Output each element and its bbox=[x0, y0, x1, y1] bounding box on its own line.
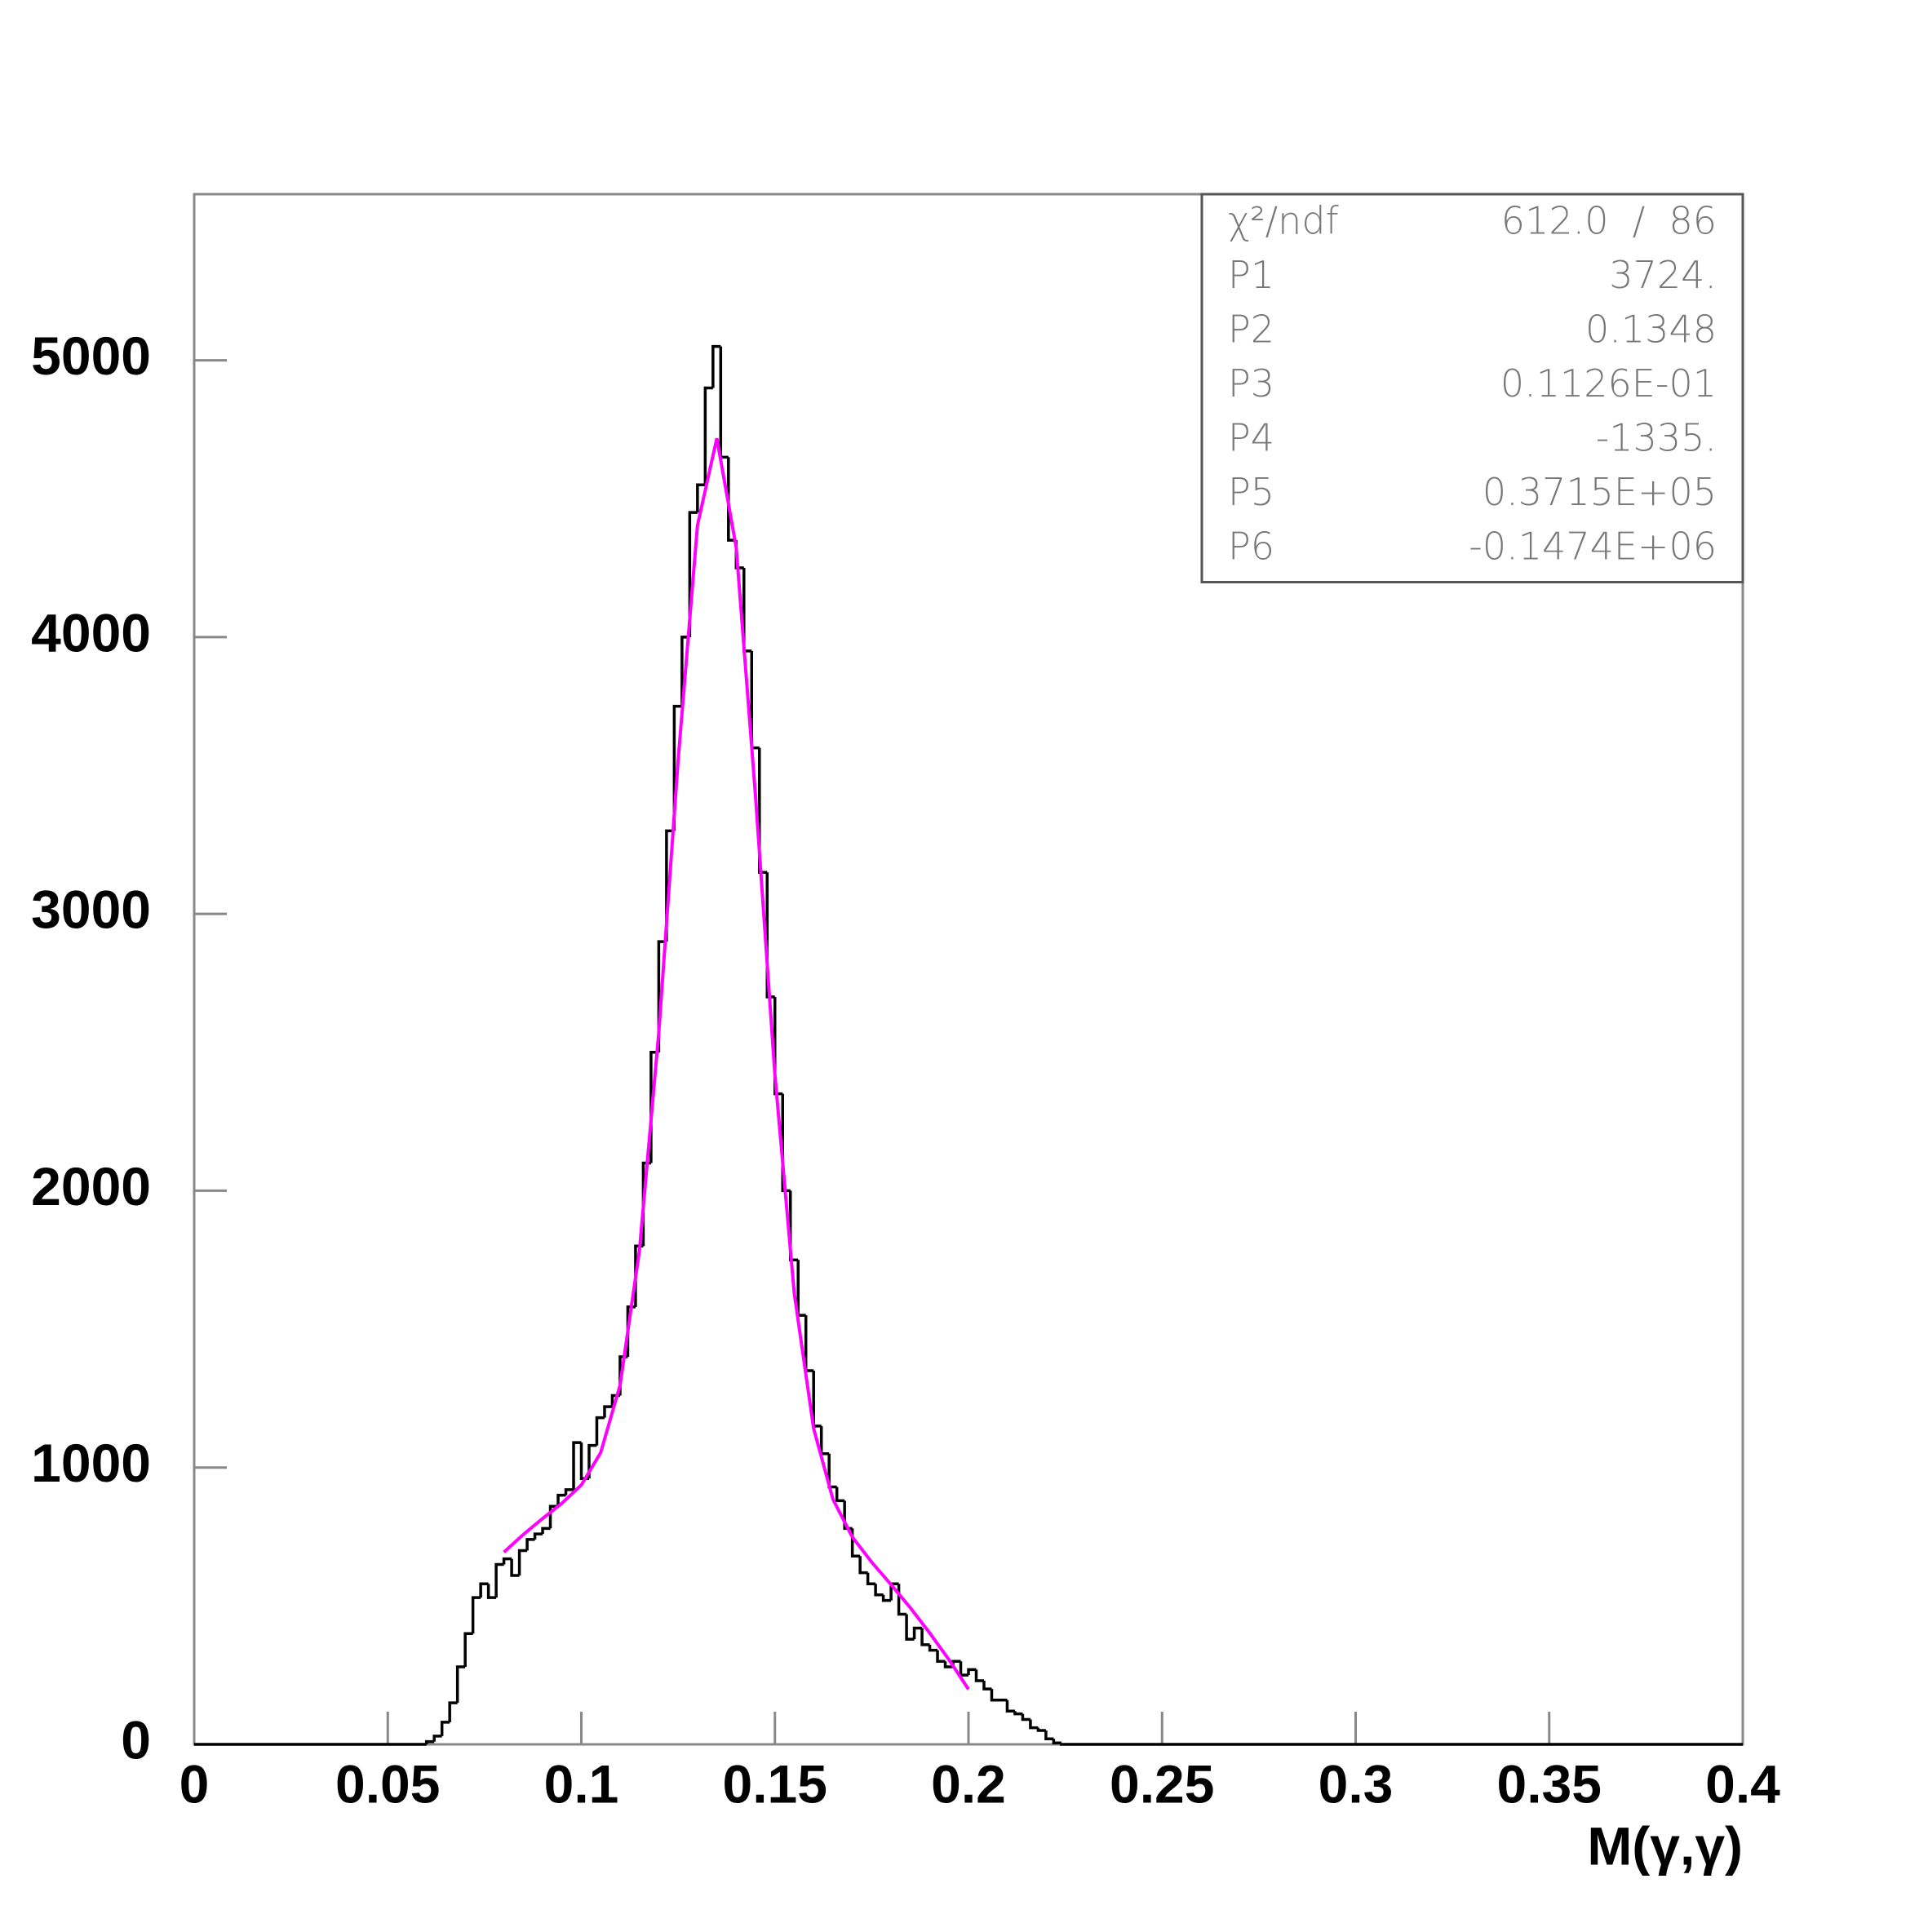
x-tick-label: 0.35 bbox=[1497, 1753, 1602, 1814]
histogram-bin bbox=[881, 1594, 892, 1602]
histogram-bin bbox=[796, 1260, 806, 1317]
histogram-bin bbox=[672, 704, 682, 831]
histogram-bin bbox=[982, 1680, 992, 1690]
stats-value: -1335. bbox=[1596, 416, 1717, 460]
histogram-bin bbox=[773, 996, 783, 1096]
stats-label: χ²/ndf bbox=[1228, 199, 1340, 243]
histogram-bin bbox=[1013, 1711, 1023, 1716]
stats-label: P4 bbox=[1228, 416, 1274, 460]
histogram-bin bbox=[928, 1644, 938, 1652]
x-tick-label: 0.05 bbox=[335, 1753, 440, 1814]
histogram-bin bbox=[533, 1532, 543, 1540]
histogram-bin bbox=[742, 568, 752, 653]
histogram-bin bbox=[835, 1487, 845, 1503]
x-tick-label: 0.2 bbox=[931, 1753, 1006, 1814]
x-tick-label: 0.3 bbox=[1319, 1753, 1394, 1814]
histogram-bin bbox=[819, 1425, 830, 1456]
x-tick-label: 0.4 bbox=[1705, 1753, 1780, 1814]
histogram-bin bbox=[765, 872, 775, 999]
histogram-bin bbox=[967, 1668, 977, 1676]
histogram-bin bbox=[517, 1549, 528, 1576]
stats-value: 612.0 / 86 bbox=[1501, 199, 1717, 243]
histogram-bin bbox=[440, 1721, 450, 1736]
x-tick-label: 0.15 bbox=[723, 1753, 827, 1814]
stats-label: P5 bbox=[1228, 470, 1274, 514]
histogram-bin bbox=[587, 1443, 597, 1479]
histogram-bin bbox=[990, 1689, 999, 1702]
histogram-bin bbox=[781, 1093, 791, 1193]
stats-value: 3724. bbox=[1609, 253, 1717, 297]
histogram-bin bbox=[448, 1701, 458, 1722]
histogram-bin bbox=[502, 1557, 512, 1565]
y-tick-label: 3000 bbox=[31, 880, 151, 940]
stats-label: P6 bbox=[1228, 525, 1274, 569]
stats-label: P3 bbox=[1228, 361, 1274, 405]
histogram-bin bbox=[1021, 1713, 1030, 1722]
y-tick-label: 1000 bbox=[31, 1433, 151, 1493]
x-axis-label: M(γ,γ) bbox=[1587, 1815, 1743, 1876]
fit-curve bbox=[503, 437, 970, 1690]
y-tick-label: 4000 bbox=[31, 602, 151, 662]
histogram-bin bbox=[827, 1453, 837, 1489]
stats-label: P2 bbox=[1228, 308, 1274, 352]
histogram-bin bbox=[471, 1596, 481, 1634]
histogram-bin bbox=[719, 346, 729, 459]
histogram-bin bbox=[603, 1405, 613, 1418]
histogram-bin bbox=[750, 650, 760, 750]
histogram-bin bbox=[455, 1665, 466, 1704]
stats-frame bbox=[1200, 193, 1744, 583]
histogram-bin bbox=[804, 1315, 814, 1372]
histogram-bin bbox=[874, 1584, 884, 1597]
histogram-bin bbox=[1029, 1719, 1039, 1730]
histogram-bin bbox=[424, 1739, 435, 1744]
y-tick-label: 5000 bbox=[31, 326, 151, 386]
histogram-bin bbox=[595, 1416, 605, 1446]
y-tick-label: 2000 bbox=[31, 1156, 151, 1216]
stats-value: 0.1348 bbox=[1585, 308, 1717, 352]
histogram-bin bbox=[711, 344, 721, 388]
histogram-bin bbox=[1052, 1739, 1062, 1745]
histogram-bin bbox=[688, 511, 698, 637]
histogram-bin bbox=[510, 1558, 520, 1577]
histogram-bin bbox=[703, 386, 713, 485]
histogram-bin bbox=[1036, 1727, 1046, 1732]
histogram-bin bbox=[1005, 1699, 1015, 1713]
stats-value: 0.1126E-01 bbox=[1500, 361, 1717, 405]
stats-value: -0.1474E+06 bbox=[1469, 525, 1717, 569]
histogram-bin bbox=[486, 1584, 497, 1599]
histogram-bin bbox=[858, 1556, 868, 1575]
histogram-bin bbox=[479, 1582, 489, 1598]
histogram-bin bbox=[696, 483, 706, 513]
histogram-bin bbox=[974, 1669, 984, 1682]
histogram-bin bbox=[1060, 1743, 1743, 1746]
histogram-bin bbox=[812, 1370, 822, 1428]
x-tick-label: 0.1 bbox=[544, 1753, 619, 1814]
histogram-bin bbox=[920, 1628, 930, 1646]
stats-value: 0.3715E+05 bbox=[1483, 470, 1717, 514]
histogram-bin bbox=[541, 1527, 551, 1535]
histogram-bin bbox=[912, 1626, 923, 1640]
histogram-bin bbox=[564, 1488, 574, 1496]
histogram-bin bbox=[905, 1614, 915, 1641]
histogram-bin bbox=[556, 1493, 566, 1507]
y-tick-label: 0 bbox=[121, 1709, 151, 1770]
histogram-bin bbox=[525, 1538, 535, 1551]
x-tick-label: 0 bbox=[180, 1753, 210, 1814]
histogram-bin bbox=[463, 1632, 473, 1667]
stats-box: χ²/ndf 612.0 / 86 P1 3724. P2 0.1348 P3 0.1126E… bbox=[1200, 193, 1744, 583]
histogram-bin bbox=[936, 1650, 946, 1663]
histogram-bin bbox=[432, 1735, 442, 1742]
histogram-bin bbox=[1044, 1730, 1054, 1740]
x-tick-label: 0.25 bbox=[1110, 1753, 1214, 1814]
histogram-bin bbox=[494, 1562, 504, 1598]
stats-label: P1 bbox=[1228, 253, 1274, 297]
histogram-bin bbox=[866, 1572, 876, 1585]
histogram-bin bbox=[943, 1661, 954, 1668]
histogram-bin bbox=[572, 1441, 582, 1490]
